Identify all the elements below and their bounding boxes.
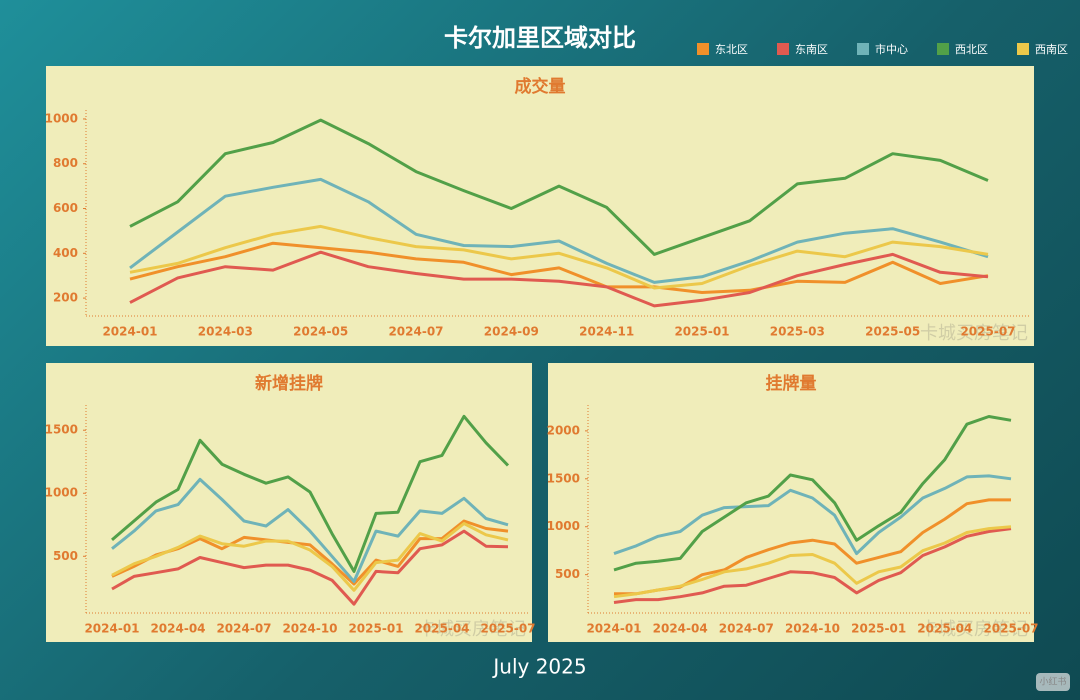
legend-swatch — [777, 43, 789, 55]
series-line — [129, 118, 989, 256]
x-tick-label: 2025-04 — [917, 622, 972, 636]
legend-swatch — [1017, 43, 1029, 55]
series-line — [111, 477, 509, 583]
page-title: 卡尔加里区域对比 — [444, 24, 636, 52]
x-tick-label: 2024-05 — [293, 325, 348, 339]
x-tick-label: 2025-05 — [865, 325, 920, 339]
y-tick-label: 600 — [53, 201, 78, 215]
x-tick-label: 2024-10 — [282, 622, 337, 636]
x-tick-label: 2025-01 — [851, 622, 906, 636]
series-line — [129, 250, 989, 308]
x-tick-label: 2024-11 — [579, 325, 634, 339]
x-tick-label: 2025-07 — [983, 622, 1038, 636]
y-tick-label: 1500 — [45, 423, 78, 437]
legend-label: 东南区 — [795, 43, 828, 56]
y-tick-label: 500 — [53, 549, 78, 563]
y-tick-label: 500 — [555, 567, 580, 581]
y-tick-label: 800 — [53, 156, 78, 170]
legend-label: 东北区 — [715, 43, 748, 56]
series-line — [111, 529, 509, 606]
y-tick-label: 1000 — [45, 111, 78, 125]
watermark: 卡城买房笔记 — [418, 619, 526, 640]
x-tick-label: 2024-04 — [653, 622, 708, 636]
series-line — [613, 415, 1012, 572]
y-tick-label: 1000 — [45, 486, 78, 500]
chart-panel — [46, 66, 1034, 346]
y-tick-label: 1000 — [547, 519, 580, 533]
chart-panel — [46, 363, 532, 642]
x-tick-label: 2024-07 — [216, 622, 271, 636]
x-tick-label: 2025-07 — [960, 325, 1015, 339]
x-tick-label: 2024-10 — [785, 622, 840, 636]
x-tick-label: 2025-04 — [414, 622, 469, 636]
x-tick-label: 2024-01 — [84, 622, 139, 636]
x-tick-label: 2024-07 — [388, 325, 443, 339]
legend-swatch — [697, 43, 709, 55]
chart-title: 挂牌量 — [766, 373, 817, 394]
series-line — [129, 177, 989, 284]
legend-label: 西北区 — [955, 43, 988, 56]
series-line — [111, 414, 510, 573]
y-tick-label: 200 — [53, 291, 78, 305]
y-tick-label: 400 — [53, 246, 78, 260]
footer: July 2025 — [491, 655, 586, 679]
x-tick-label: 2024-09 — [484, 325, 539, 339]
x-tick-label: 2025-01 — [674, 325, 729, 339]
watermark: 卡城买房笔记 — [920, 323, 1028, 344]
x-tick-label: 2025-07 — [480, 622, 535, 636]
chart-title: 新增挂牌 — [255, 373, 323, 394]
series-line — [129, 224, 989, 290]
x-tick-label: 2024-07 — [719, 622, 774, 636]
legend-swatch — [857, 43, 869, 55]
x-tick-label: 2024-01 — [102, 325, 157, 339]
chart-title: 成交量 — [515, 76, 566, 97]
badge-bg — [1036, 673, 1070, 691]
x-tick-label: 2024-04 — [150, 622, 205, 636]
series-line — [613, 474, 1012, 556]
y-tick-label: 2000 — [547, 423, 580, 437]
legend-swatch — [937, 43, 949, 55]
x-tick-label: 2025-03 — [770, 325, 825, 339]
y-tick-label: 1500 — [547, 471, 580, 485]
watermark: 卡城买房笔记 — [920, 619, 1028, 640]
legend-label: 西南区 — [1035, 43, 1068, 56]
series-line — [613, 527, 1012, 604]
series-line — [111, 522, 509, 592]
badge: 小红书 — [1039, 676, 1066, 688]
x-tick-label: 2024-03 — [198, 325, 253, 339]
series-line — [129, 241, 989, 294]
x-tick-label: 2025-01 — [348, 622, 403, 636]
series-line — [613, 525, 1012, 599]
x-tick-label: 2024-01 — [586, 622, 641, 636]
legend-label: 市中心 — [875, 42, 908, 56]
